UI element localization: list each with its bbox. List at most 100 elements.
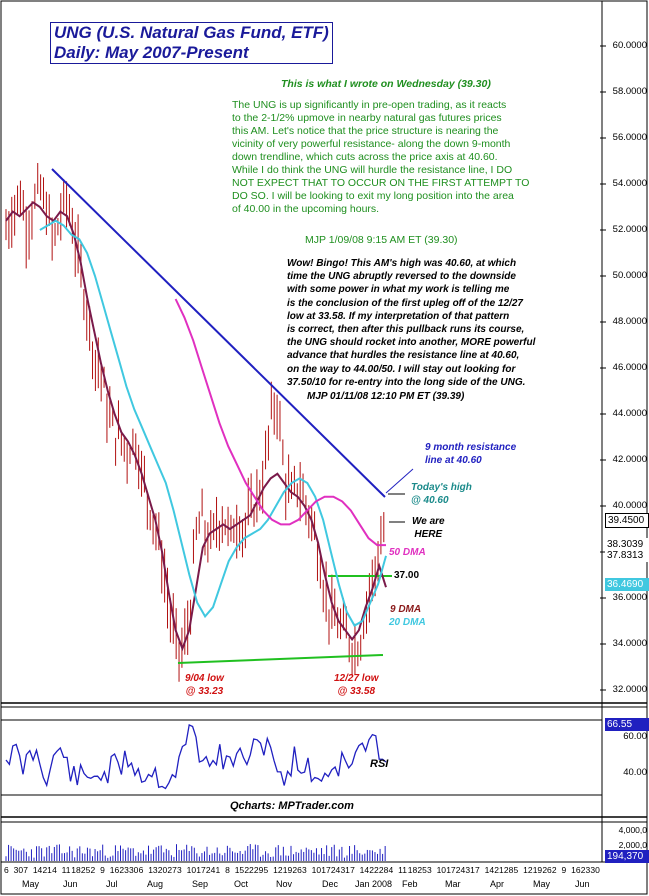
x-day-label: 20 <box>157 865 168 875</box>
x-month-label: Jan 2008 <box>355 879 393 889</box>
x-day-label: 28 <box>378 865 389 875</box>
x-day-label: 30 <box>590 865 600 875</box>
wednesday-line: The UNG is up significantly in pre-open … <box>232 99 507 111</box>
wednesday-line: vicinity of very powerful resistance- al… <box>232 138 511 150</box>
dma20-tag: 37.8313 <box>605 549 649 562</box>
x-day-label: 8 <box>225 865 230 875</box>
chart-title: UNG (U.S. Natural Gas Fund, ETF) Daily: … <box>50 22 333 64</box>
x-day-label: 2 <box>551 865 557 875</box>
resistance-trendline <box>51 168 386 498</box>
x-day-label: 5 <box>263 865 269 875</box>
friday-line: on the way to 44.00/50. I will stay out … <box>287 363 516 375</box>
x-month-label: Sep <box>192 879 209 889</box>
x-day-label: 4 <box>52 865 57 875</box>
wednesday-note: The UNG is up significantly in pre-open … <box>232 99 602 216</box>
x-day-label: 10 <box>311 865 322 875</box>
x-day-label: 31 <box>340 865 350 875</box>
price-tick: 56.0000 <box>612 132 647 143</box>
x-day-label: 21 <box>494 865 504 875</box>
friday-line: time the UNG abruptly reversed to the do… <box>287 271 516 283</box>
price-bars <box>5 163 385 682</box>
rsi-tick: 60.00 <box>623 731 647 742</box>
x-day-label: 2 <box>90 865 96 875</box>
x-day-label: 14 <box>359 865 370 875</box>
x-day-label: 22 <box>369 865 379 875</box>
x-day-label: 23 <box>119 865 129 875</box>
price-tick: 46.0000 <box>612 362 647 373</box>
x-day-label: 1 <box>215 865 221 875</box>
x-month-label: May <box>533 879 551 889</box>
price-tick: 58.0000 <box>612 86 647 97</box>
friday-line: advance that hurdles the resistance line… <box>287 350 520 362</box>
price-tick: 54.0000 <box>612 178 647 189</box>
title-line1: UNG (U.S. Natural Gas Fund, ETF) <box>54 23 329 42</box>
x-day-label: 28 <box>503 865 514 875</box>
x-day-label: 25 <box>417 865 427 875</box>
x-day-label: 17 <box>196 865 206 875</box>
x-day-label: 16 <box>109 865 120 875</box>
x-month-label: Aug <box>147 879 164 889</box>
support-line <box>177 654 384 664</box>
x-day-label: 24 <box>205 865 216 875</box>
x-day-label: 16 <box>571 865 581 875</box>
x-day-label: 6 <box>138 865 144 875</box>
x-day-label: 7 <box>23 865 28 875</box>
x-day-label: 6 <box>4 865 9 875</box>
x-day-label: 18 <box>407 865 418 875</box>
x-month-label: Mar <box>445 879 461 889</box>
friday-note: Wow! Bingo! This AM's high was 40.60, at… <box>287 257 602 389</box>
dma50-tag: 38.3039 <box>605 538 649 551</box>
x-day-label: 12 <box>523 865 533 875</box>
price-tick: 48.0000 <box>612 316 647 327</box>
rsi-line <box>5 723 387 790</box>
x-month-label: Dec <box>322 879 339 889</box>
we-are-here-label: We are HERE <box>412 516 445 540</box>
x-day-label: 11 <box>61 865 71 875</box>
x-day-label: 30 <box>13 865 24 875</box>
friday-line: is the conclusion of the first upleg off… <box>287 297 523 309</box>
x-day-label: 24 <box>455 865 466 875</box>
x-day-label: 24 <box>330 865 341 875</box>
moving-averages <box>5 201 387 652</box>
x-day-label: 3 <box>302 865 307 875</box>
wednesday-line: While I do think the UNG will hurdle the… <box>232 164 513 176</box>
x-day-label: 5 <box>513 865 519 875</box>
x-day-label: 9 <box>561 865 567 875</box>
wednesday-line: this AM. Let's notice that the price str… <box>232 125 499 137</box>
rsi-panel <box>1 719 602 796</box>
dma9-tag: 36.4690 <box>605 578 649 591</box>
x-day-label: 25 <box>80 865 91 875</box>
price-tick: 60.0000 <box>612 40 647 51</box>
todays-high-label: Today's high @ 40.60 <box>411 482 472 506</box>
wednesday-line: to the 2-1/2% upmove in nearby natural g… <box>232 112 502 124</box>
friday-line: is correct, then after this pullback run… <box>287 324 525 336</box>
x-day-label: 9 <box>100 865 105 875</box>
price-tick: 42.0000 <box>612 454 647 465</box>
x-month-label: Nov <box>276 879 293 889</box>
x-day-label: 7 <box>350 865 355 875</box>
x-day-label: 27 <box>167 865 177 875</box>
rsi-tick: 40.00 <box>623 767 647 778</box>
friday-line: with some power in what my work is telli… <box>287 284 510 296</box>
x-day-label: 23 <box>580 865 591 875</box>
x-month-label: May <box>22 879 40 889</box>
x-day-label: 3 <box>426 865 432 875</box>
x-day-label: 14 <box>32 865 43 875</box>
x-month-label: Apr <box>490 879 505 889</box>
wednesday-signature: MJP 1/09/08 9:15 AM ET (39.30) <box>305 234 458 246</box>
x-month-label: Jun <box>63 879 78 889</box>
dma20-label: 20 DMA <box>389 617 426 628</box>
title-line2: Daily: May 2007-Present <box>54 43 249 62</box>
price-tick: 50.0000 <box>612 270 647 281</box>
volume-tick: 2,000,0 <box>618 840 647 850</box>
x-day-label: 3 <box>177 865 182 875</box>
price-tick: 32.0000 <box>612 684 647 695</box>
x-day-label: 17 <box>446 865 456 875</box>
dec-low-label: 12/27 low @ 33.58 <box>334 673 379 697</box>
wednesday-line: of 40.00 in the upcoming hours. <box>232 203 380 215</box>
50dma-line <box>174 298 386 547</box>
x-month-label: Oct <box>234 879 249 889</box>
x-day-label: 18 <box>71 865 81 875</box>
x-day-label: 7 <box>475 865 480 875</box>
